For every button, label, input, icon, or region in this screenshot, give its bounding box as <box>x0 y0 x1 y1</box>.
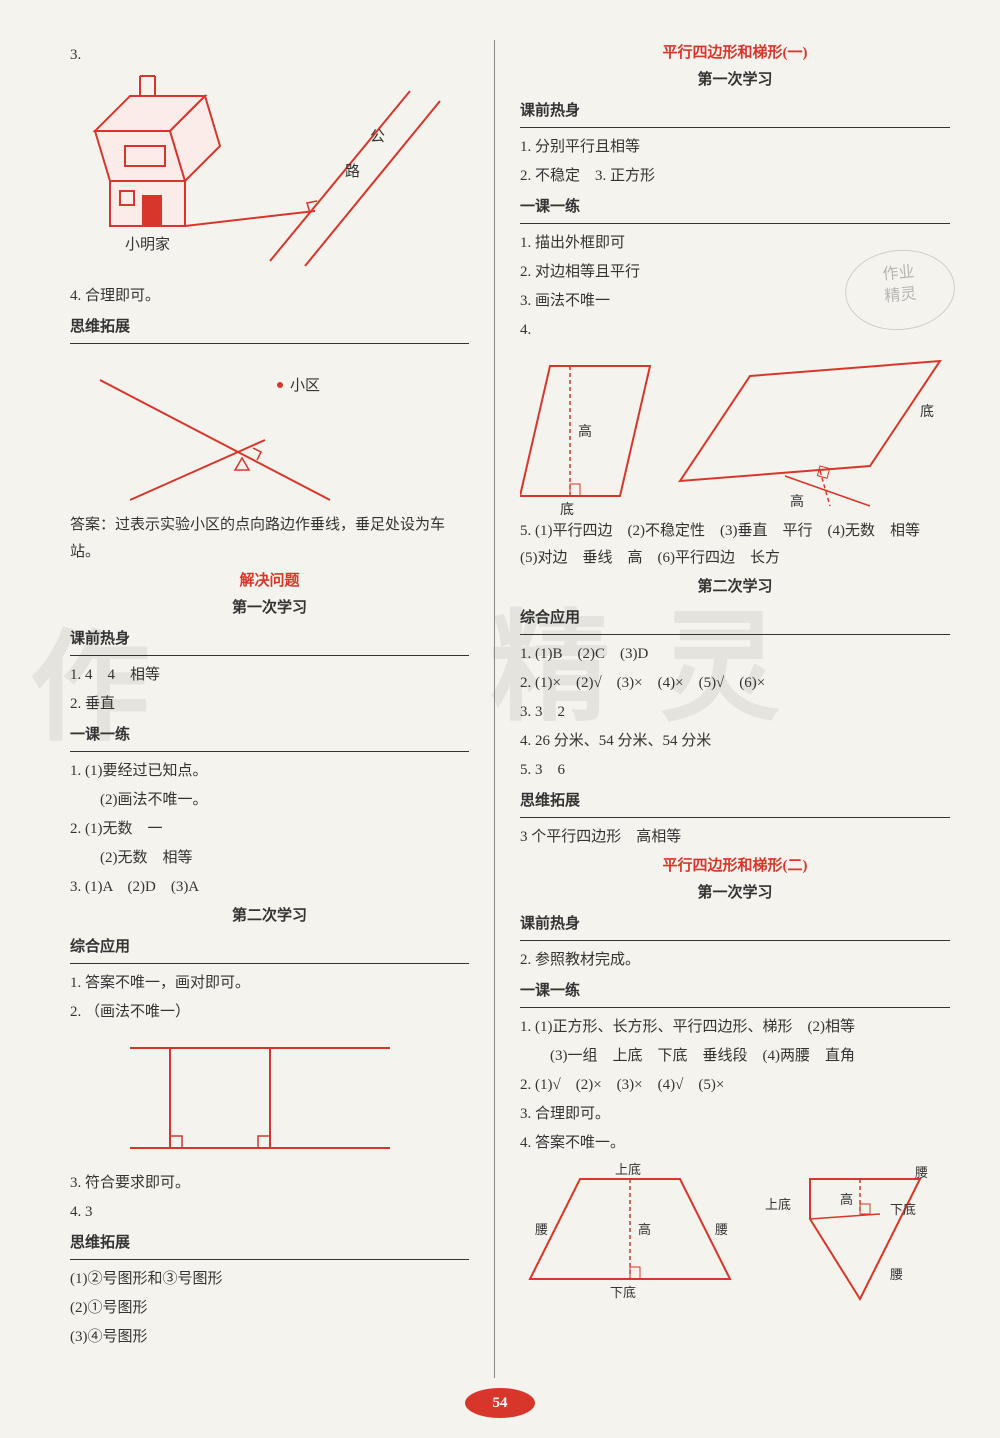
r-y22: 2. (1)√ (2)× (3)× (4)√ (5)× <box>520 1072 950 1099</box>
r-zh4: 4. 26 分米、54 分米、54 分米 <box>520 728 950 755</box>
zh2: 2. （画法不唯一） <box>70 999 469 1026</box>
r-kq2b: 2. 参照教材完成。 <box>520 947 950 974</box>
page-container: 3. 小明家 公 路 <box>0 0 1000 1438</box>
rhr5 <box>520 940 950 941</box>
r-zh5: 5. 3 6 <box>520 757 950 784</box>
svg-text:高: 高 <box>840 1192 853 1207</box>
r-yikeyi: 一课一练 <box>520 194 950 221</box>
r-yikeyi2: 一课一练 <box>520 978 950 1005</box>
r-zh2: 2. (1)× (2)√ (3)× (4)× (5)√ (6)× <box>520 670 950 697</box>
r-yk3: 3. 画法不唯一 <box>520 288 950 315</box>
jiejue-heading: 解决问题 <box>70 568 469 595</box>
trapezoid-diagram: 上底 下底 腰 腰 高 上底 下底 腰 腰 高 <box>520 1159 950 1309</box>
rhr4 <box>520 817 950 818</box>
r-y24: 4. 答案不唯一。 <box>520 1130 950 1157</box>
hr5 <box>70 1259 469 1260</box>
hr4 <box>70 963 469 964</box>
r-y23: 3. 合理即可。 <box>520 1101 950 1128</box>
hr3 <box>70 751 469 752</box>
xiaoqu-diagram: 小区 <box>70 350 450 510</box>
r-yk5: 5. (1)平行四边 (2)不稳定性 (3)垂直 平行 (4)无数 相等 (5)… <box>520 518 950 572</box>
rhr6 <box>520 1007 950 1008</box>
zonghe-title: 综合应用 <box>70 934 469 961</box>
svg-text:腰: 腰 <box>715 1222 728 1237</box>
second-heading: 第二次学习 <box>70 903 469 930</box>
svg-text:底: 底 <box>560 502 574 516</box>
right-column: 平行四边形和梯形(一) 第一次学习 课前热身 1. 分别平行且相等 2. 不稳定… <box>500 40 970 1378</box>
r-title2: 平行四边形和梯形(二) <box>520 853 950 880</box>
siwei-answer: 答案：过表示实验小区的点向路边作垂线，垂足处设为车站。 <box>70 512 469 566</box>
zh3: 3. 符合要求即可。 <box>70 1170 469 1197</box>
r-keqian2: 课前热身 <box>520 911 950 938</box>
page-number: 54 <box>465 1388 535 1418</box>
r-first: 第一次学习 <box>520 67 950 94</box>
r-kq1: 1. 分别平行且相等 <box>520 134 950 161</box>
r-first2: 第一次学习 <box>520 880 950 907</box>
svg-text:高: 高 <box>638 1222 651 1237</box>
svg-text:腰: 腰 <box>535 1222 548 1237</box>
q4: 4. 合理即可。 <box>70 283 469 310</box>
keqian-title: 课前热身 <box>70 626 469 653</box>
svg-text:下底: 下底 <box>610 1285 636 1300</box>
svg-text:腰: 腰 <box>890 1267 903 1282</box>
r-zonghe: 综合应用 <box>520 605 950 632</box>
rhr3 <box>520 634 950 635</box>
svg-text:小明家: 小明家 <box>125 236 170 253</box>
r-kq2: 2. 不稳定 3. 正方形 <box>520 163 950 190</box>
sw1: (1)②号图形和③号图形 <box>70 1266 469 1293</box>
kq2: 2. 垂直 <box>70 691 469 718</box>
r-yk4: 4. <box>520 317 950 344</box>
siwei2-title: 思维拓展 <box>70 1230 469 1257</box>
kq1: 1. 4 4 相等 <box>70 662 469 689</box>
svg-text:上底: 上底 <box>765 1197 791 1212</box>
house-road-diagram: 小明家 公 路 <box>70 71 450 281</box>
svg-text:下底: 下底 <box>890 1202 916 1217</box>
r-siwei: 思维拓展 <box>520 788 950 815</box>
zh1: 1. 答案不唯一，画对即可。 <box>70 970 469 997</box>
yk3: 3. (1)A (2)D (3)A <box>70 874 469 901</box>
r-y21a: 1. (1)正方形、长方形、平行四边形、梯形 (2)相等 <box>520 1014 950 1041</box>
r-zh1: 1. (1)B (2)C (3)D <box>520 641 950 668</box>
r-yk2: 2. 对边相等且平行 <box>520 259 950 286</box>
sw2: (2)①号图形 <box>70 1295 469 1322</box>
r-yk1: 1. 描出外框即可 <box>520 230 950 257</box>
sw3: (3)④号图形 <box>70 1324 469 1351</box>
q3-label: 3. <box>70 42 469 69</box>
left-column: 3. 小明家 公 路 <box>50 40 489 1378</box>
rhr2 <box>520 223 950 224</box>
svg-text:底: 底 <box>920 404 934 420</box>
hr1 <box>70 343 469 344</box>
parallelogram-diagram: 高 底 底 高 <box>520 346 950 516</box>
r-zh3: 3. 3 2 <box>520 699 950 726</box>
siwei-title: 思维拓展 <box>70 314 469 341</box>
svg-text:腰: 腰 <box>915 1165 928 1180</box>
yk2a: 2. (1)无数 一 <box>70 816 469 843</box>
r-second: 第二次学习 <box>520 574 950 601</box>
rhr1 <box>520 127 950 128</box>
column-divider <box>494 40 495 1378</box>
svg-text:公: 公 <box>370 129 385 145</box>
r-keqian: 课前热身 <box>520 98 950 125</box>
yk1b: (2)画法不唯一。 <box>70 787 469 814</box>
svg-text:小区: 小区 <box>290 377 320 394</box>
yk2b: (2)无数 相等 <box>70 845 469 872</box>
svg-text:路: 路 <box>345 163 360 180</box>
yikeyi-title: 一课一练 <box>70 722 469 749</box>
svg-text:高: 高 <box>790 493 804 510</box>
first-heading: 第一次学习 <box>70 595 469 622</box>
r-title1: 平行四边形和梯形(一) <box>520 40 950 67</box>
zh4: 4. 3 <box>70 1199 469 1226</box>
rect-diagram <box>110 1028 410 1168</box>
hr2 <box>70 655 469 656</box>
r-y21b: (3)一组 上底 下底 垂线段 (4)两腰 直角 <box>520 1043 950 1070</box>
svg-text:高: 高 <box>578 423 592 440</box>
r-sw1: 3 个平行四边形 高相等 <box>520 824 950 851</box>
yk1a: 1. (1)要经过已知点。 <box>70 758 469 785</box>
svg-text:上底: 上底 <box>615 1162 641 1177</box>
